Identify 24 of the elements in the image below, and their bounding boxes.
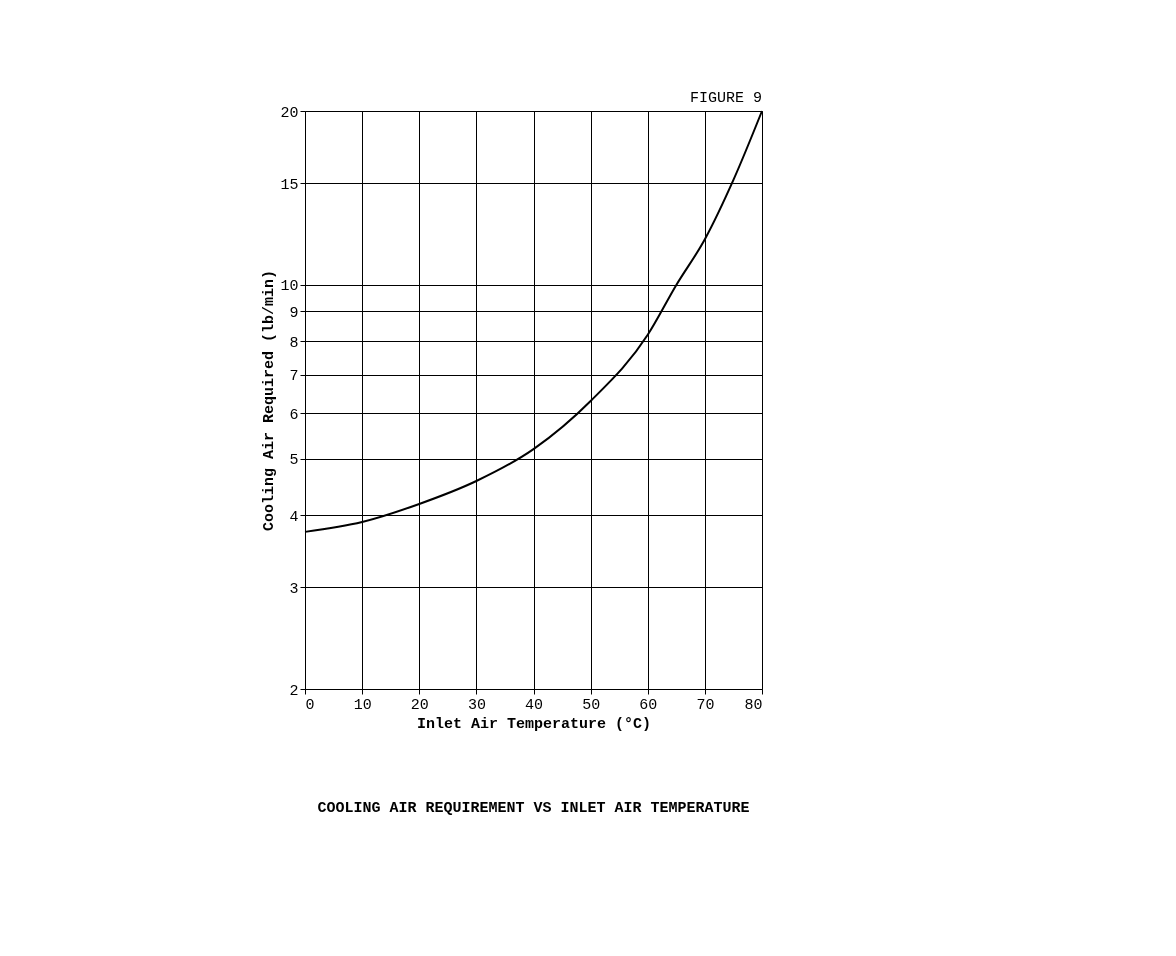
y-tick-label: 4: [289, 508, 299, 526]
x-tick-label: 0: [305, 696, 315, 714]
x-tick-label: 30: [467, 696, 486, 714]
y-axis-title: Cooling Air Required (lb/min): [261, 269, 279, 532]
y-tick-label: 15: [280, 176, 299, 194]
y-tick-label: 10: [280, 278, 299, 296]
x-tick-label: 10: [353, 696, 372, 714]
y-tick-label: 5: [289, 452, 299, 470]
x-tick-label: 80: [744, 696, 763, 714]
y-tick-label: 6: [289, 406, 299, 424]
y-tick-label: 9: [289, 304, 299, 322]
x-tick-label: 40: [524, 696, 544, 714]
x-axis-title: Inlet Air Temperature (°C): [416, 715, 652, 733]
x-tick-label: 20: [410, 696, 429, 714]
text: COOLING AIR REQUIREMENT VS INLET AIR TEMPERATURE: [317, 800, 750, 817]
y-tick-label: 3: [289, 580, 299, 598]
caption: FIGURE 9: [689, 90, 762, 107]
x-tick-label: 70: [696, 696, 715, 714]
x-tick-label: 60: [639, 696, 658, 714]
y-tick-label: 8: [289, 334, 299, 352]
x-tick-label: 50: [582, 696, 601, 714]
y-tick-label: 2: [289, 682, 299, 700]
y-tick-label: 20: [280, 104, 299, 122]
y-tick-label: 7: [289, 368, 299, 386]
